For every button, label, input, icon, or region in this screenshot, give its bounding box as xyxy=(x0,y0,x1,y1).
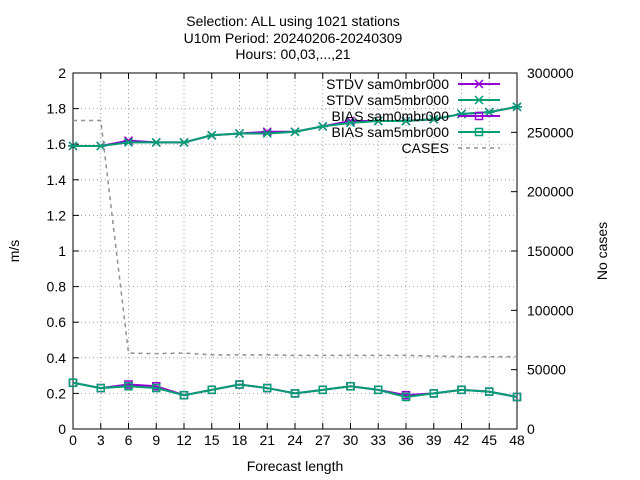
data-point xyxy=(262,128,273,139)
legend-marker xyxy=(474,95,484,105)
y-tick-label: 1.2 xyxy=(47,207,67,223)
x-tick-label: 48 xyxy=(509,432,525,448)
x-tick-label: 18 xyxy=(232,432,248,448)
y-tick-label: 0.2 xyxy=(47,385,67,401)
title-line-3: Hours: 00,03,...,21 xyxy=(235,46,350,62)
data-point xyxy=(484,107,495,117)
legend-label: CASES xyxy=(402,140,449,156)
y-tick-label: 1 xyxy=(58,243,66,259)
data-point xyxy=(68,141,78,151)
data-point xyxy=(318,385,327,395)
x-tick-label: 45 xyxy=(481,432,497,448)
axis-ticks: 0 3 6 9 12 15 18 21 24 27 30 33 36 39 42 45 4800.20.40.6… xyxy=(47,65,574,448)
series-line xyxy=(73,119,517,358)
data-point xyxy=(290,389,300,398)
series-layer xyxy=(68,102,522,402)
data-point xyxy=(235,380,244,389)
series-cases xyxy=(73,119,517,358)
x-tick-label: 6 xyxy=(125,432,133,448)
plot-frame xyxy=(72,72,518,430)
x-tick-label: 21 xyxy=(259,432,275,448)
data-point xyxy=(485,387,494,396)
y2-tick-label: 150000 xyxy=(527,243,574,259)
data-point xyxy=(290,127,300,137)
series-bias-sam5mbr000 xyxy=(68,378,522,402)
x-tick-label: 27 xyxy=(315,432,331,448)
data-point xyxy=(512,392,522,402)
y-tick-label: 2 xyxy=(58,65,66,81)
data-point xyxy=(457,385,466,395)
data-point xyxy=(68,378,78,387)
data-point xyxy=(345,118,356,128)
x-tick-label: 15 xyxy=(204,432,220,448)
x-tick-label: 39 xyxy=(426,432,442,448)
legend-marker xyxy=(474,79,484,89)
data-point xyxy=(124,382,133,391)
y-tick-label: 0 xyxy=(58,421,66,437)
x-tick-label: 9 xyxy=(152,432,160,448)
x-tick-label: 30 xyxy=(343,432,359,448)
data-point xyxy=(429,389,438,398)
legend-marker xyxy=(474,111,484,121)
data-point xyxy=(206,130,217,140)
data-point xyxy=(317,121,328,131)
y-tick-label: 0.8 xyxy=(47,279,67,295)
data-point xyxy=(401,392,411,402)
y-tick-label: 1.4 xyxy=(47,172,67,188)
x-tick-label: 0 xyxy=(69,432,77,448)
series-line xyxy=(73,105,518,147)
data-point xyxy=(207,385,216,395)
x-tick-label: 12 xyxy=(176,432,192,448)
y2-tick-label: 250000 xyxy=(527,124,574,140)
title-line-1: Selection: ALL using 1021 stations xyxy=(186,13,400,29)
y-axis-label: m/s xyxy=(6,240,22,263)
y-tick-label: 1.8 xyxy=(47,101,67,117)
series-line xyxy=(72,381,518,398)
data-point xyxy=(512,102,522,112)
data-point xyxy=(346,382,355,391)
x-tick-label: 24 xyxy=(287,432,303,448)
data-point xyxy=(234,128,245,139)
chart-title: Selection: ALL using 1021 stations U10m … xyxy=(184,13,403,62)
data-point xyxy=(373,116,384,126)
y2-tick-label: 300000 xyxy=(527,65,574,81)
data-point xyxy=(179,137,189,147)
x-tick-label: 3 xyxy=(97,432,105,448)
grid xyxy=(73,73,517,429)
y-tick-label: 0.4 xyxy=(47,350,67,366)
legend-marker xyxy=(474,127,484,137)
data-point xyxy=(152,383,161,393)
y-tick-label: 0.6 xyxy=(47,314,67,330)
data-point xyxy=(263,383,272,393)
data-point xyxy=(96,383,105,393)
data-point xyxy=(123,137,134,147)
legend-label: BIAS sam5mbr000 xyxy=(332,124,450,140)
data-point xyxy=(151,137,162,147)
y2-tick-label: 100000 xyxy=(527,302,574,318)
series-line xyxy=(73,105,518,147)
y2-tick-label: 200000 xyxy=(527,184,574,200)
y-tick-label: 1.6 xyxy=(47,136,67,152)
x-tick-label: 42 xyxy=(454,432,470,448)
legend-label: STDV sam0mbr000 xyxy=(326,76,449,92)
data-point xyxy=(374,385,383,395)
legend-label: STDV sam5mbr000 xyxy=(326,92,449,108)
legend-label: BIAS sam0mbr000 xyxy=(332,108,450,124)
y2-axis-label: No cases xyxy=(594,222,610,280)
title-line-2: U10m Period: 20240206-20240309 xyxy=(184,30,403,46)
y2-tick-label: 50000 xyxy=(527,362,566,378)
data-point xyxy=(428,114,439,124)
x-tick-label: 33 xyxy=(370,432,386,448)
data-point xyxy=(179,390,189,400)
data-point xyxy=(401,116,411,126)
x-tick-label: 36 xyxy=(398,432,414,448)
y2-tick-label: 0 xyxy=(527,421,535,437)
x-axis-label: Forecast length xyxy=(247,458,344,474)
